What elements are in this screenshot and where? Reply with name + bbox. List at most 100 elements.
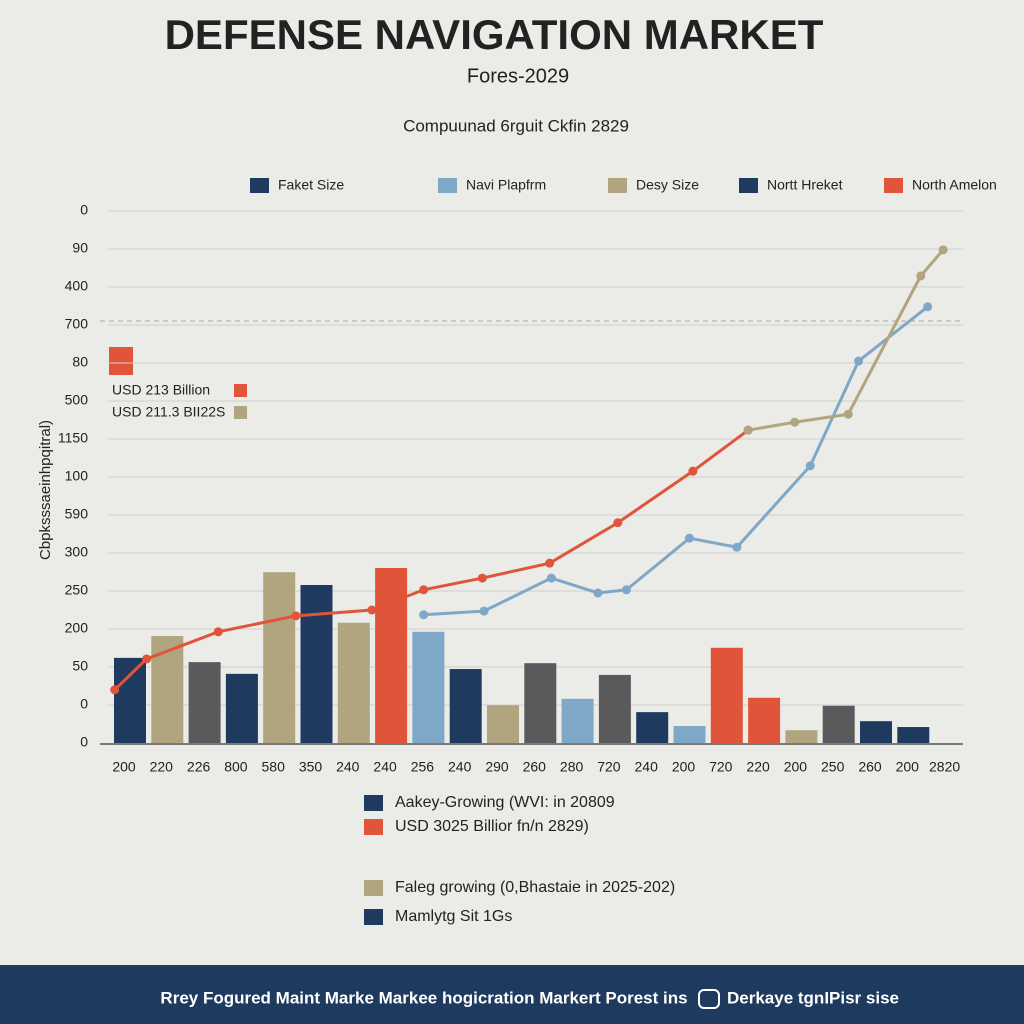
line-point: [479, 606, 489, 616]
line-point: [938, 245, 948, 255]
legend-label: Nortt Hreket: [767, 177, 843, 193]
legend-swatch: [608, 178, 627, 193]
bar: [822, 705, 855, 743]
x-tick-label: 200: [896, 759, 920, 775]
x-tick-label: 800: [224, 759, 248, 775]
bar: [300, 584, 333, 743]
line-point: [545, 558, 555, 568]
bar: [785, 730, 818, 743]
line-point: [546, 573, 556, 583]
annotation: USD 211.3 BII22S: [112, 404, 225, 420]
x-tick-label: 350: [299, 759, 323, 775]
x-tick-label: 220: [150, 759, 174, 775]
bar: [748, 697, 781, 743]
x-tick-label: 200: [112, 759, 136, 775]
legend-label: Desy Size: [636, 177, 699, 193]
line-point: [142, 654, 152, 664]
annotation: USD 213 Billion: [112, 382, 210, 398]
bar: [598, 674, 631, 743]
y-tick-label: 1150: [58, 430, 88, 446]
y-tick-label: 50: [72, 658, 88, 674]
x-tick-label: 580: [262, 759, 286, 775]
footer-icon: [698, 989, 720, 1009]
y-tick-label: 80: [72, 354, 88, 370]
bar: [337, 622, 370, 743]
line-point: [419, 610, 429, 620]
line-point: [213, 627, 223, 637]
bar: [114, 657, 146, 743]
line-point: [621, 585, 631, 595]
x-tick-label: 240: [635, 759, 659, 775]
line-point: [367, 605, 377, 615]
line-point: [843, 409, 853, 419]
y-tick-label: 400: [65, 278, 89, 294]
x-tick-label: 260: [858, 759, 882, 775]
bar: [487, 705, 519, 743]
line-point: [419, 585, 429, 595]
x-tick-label: 220: [746, 759, 770, 775]
bar: [263, 572, 296, 743]
y-tick-label: 90: [72, 240, 88, 256]
y-tick-label: 500: [65, 392, 89, 408]
bottom-legend-swatch: [364, 795, 383, 811]
bottom-legend-label: Aakey-Growing (WVI: in 20809: [395, 794, 615, 811]
y-tick-label: 200: [65, 620, 89, 636]
line-point: [684, 533, 694, 543]
line-point: [805, 461, 815, 471]
bottom-legend-label: Mamlytg Sit 1Gs: [395, 908, 512, 925]
y-tick-label: 250: [65, 582, 89, 598]
bottom-legend-label: Faleg growing (0,Bhastaie in 2025-202): [395, 879, 675, 896]
y-tick-label: 0: [80, 696, 88, 712]
bar: [860, 721, 892, 743]
legend-label: Faket Size: [278, 177, 344, 193]
x-tick-label: 200: [672, 759, 696, 775]
footer-right: Derkaye tgnIPisr sise: [727, 988, 899, 1007]
legend-swatch: [884, 178, 903, 193]
line-point: [854, 356, 864, 366]
line-series: [423, 305, 929, 617]
x-tick-label: 200: [784, 759, 808, 775]
y-axis-title: Cbpksssaeinhpqitral): [37, 420, 54, 560]
bottom-legend-swatch: [364, 909, 383, 925]
line-point: [688, 466, 698, 476]
bar: [897, 727, 930, 743]
line-point: [613, 518, 623, 528]
legend-swatch: [250, 178, 269, 193]
y-tick-label: 700: [65, 316, 89, 332]
line-point: [790, 417, 800, 427]
decor-block: [109, 347, 133, 375]
bottom-legend-label: USD 3025 Billior fn/n 2829): [395, 818, 589, 835]
footer-left: Rrey Fogured Maint Marke Markee hogicrat…: [160, 988, 687, 1007]
bar: [449, 669, 482, 743]
y-tick-label: 100: [65, 468, 89, 484]
bar: [673, 725, 706, 743]
bar: [561, 698, 594, 743]
footer-bar: [0, 965, 1024, 1024]
y-tick-label: 590: [65, 506, 89, 522]
x-tick-label: 720: [597, 759, 621, 775]
x-tick-label: 240: [336, 759, 360, 775]
annotation-swatch: [234, 384, 247, 397]
x-tick-label: 240: [448, 759, 472, 775]
legend-swatch: [739, 178, 758, 193]
bar: [636, 712, 669, 743]
line-point: [291, 611, 301, 621]
bottom-legend-swatch: [364, 880, 383, 896]
x-tick-label: 2820: [929, 759, 960, 775]
line-point: [916, 271, 926, 281]
legend-label: North Amelon: [912, 177, 997, 193]
bottom-legend-swatch: [364, 819, 383, 835]
line-point: [477, 573, 487, 583]
y-tick-label: 300: [65, 544, 89, 560]
chart-subtitle: Fores-2029: [467, 65, 569, 87]
x-tick-label: 260: [523, 759, 547, 775]
legend-swatch: [438, 178, 457, 193]
line-point: [593, 588, 603, 598]
x-tick-label: 256: [411, 759, 435, 775]
line-point: [110, 685, 120, 695]
x-tick-label: 290: [485, 759, 509, 775]
bar: [375, 567, 408, 743]
annotation-swatch: [234, 406, 247, 419]
